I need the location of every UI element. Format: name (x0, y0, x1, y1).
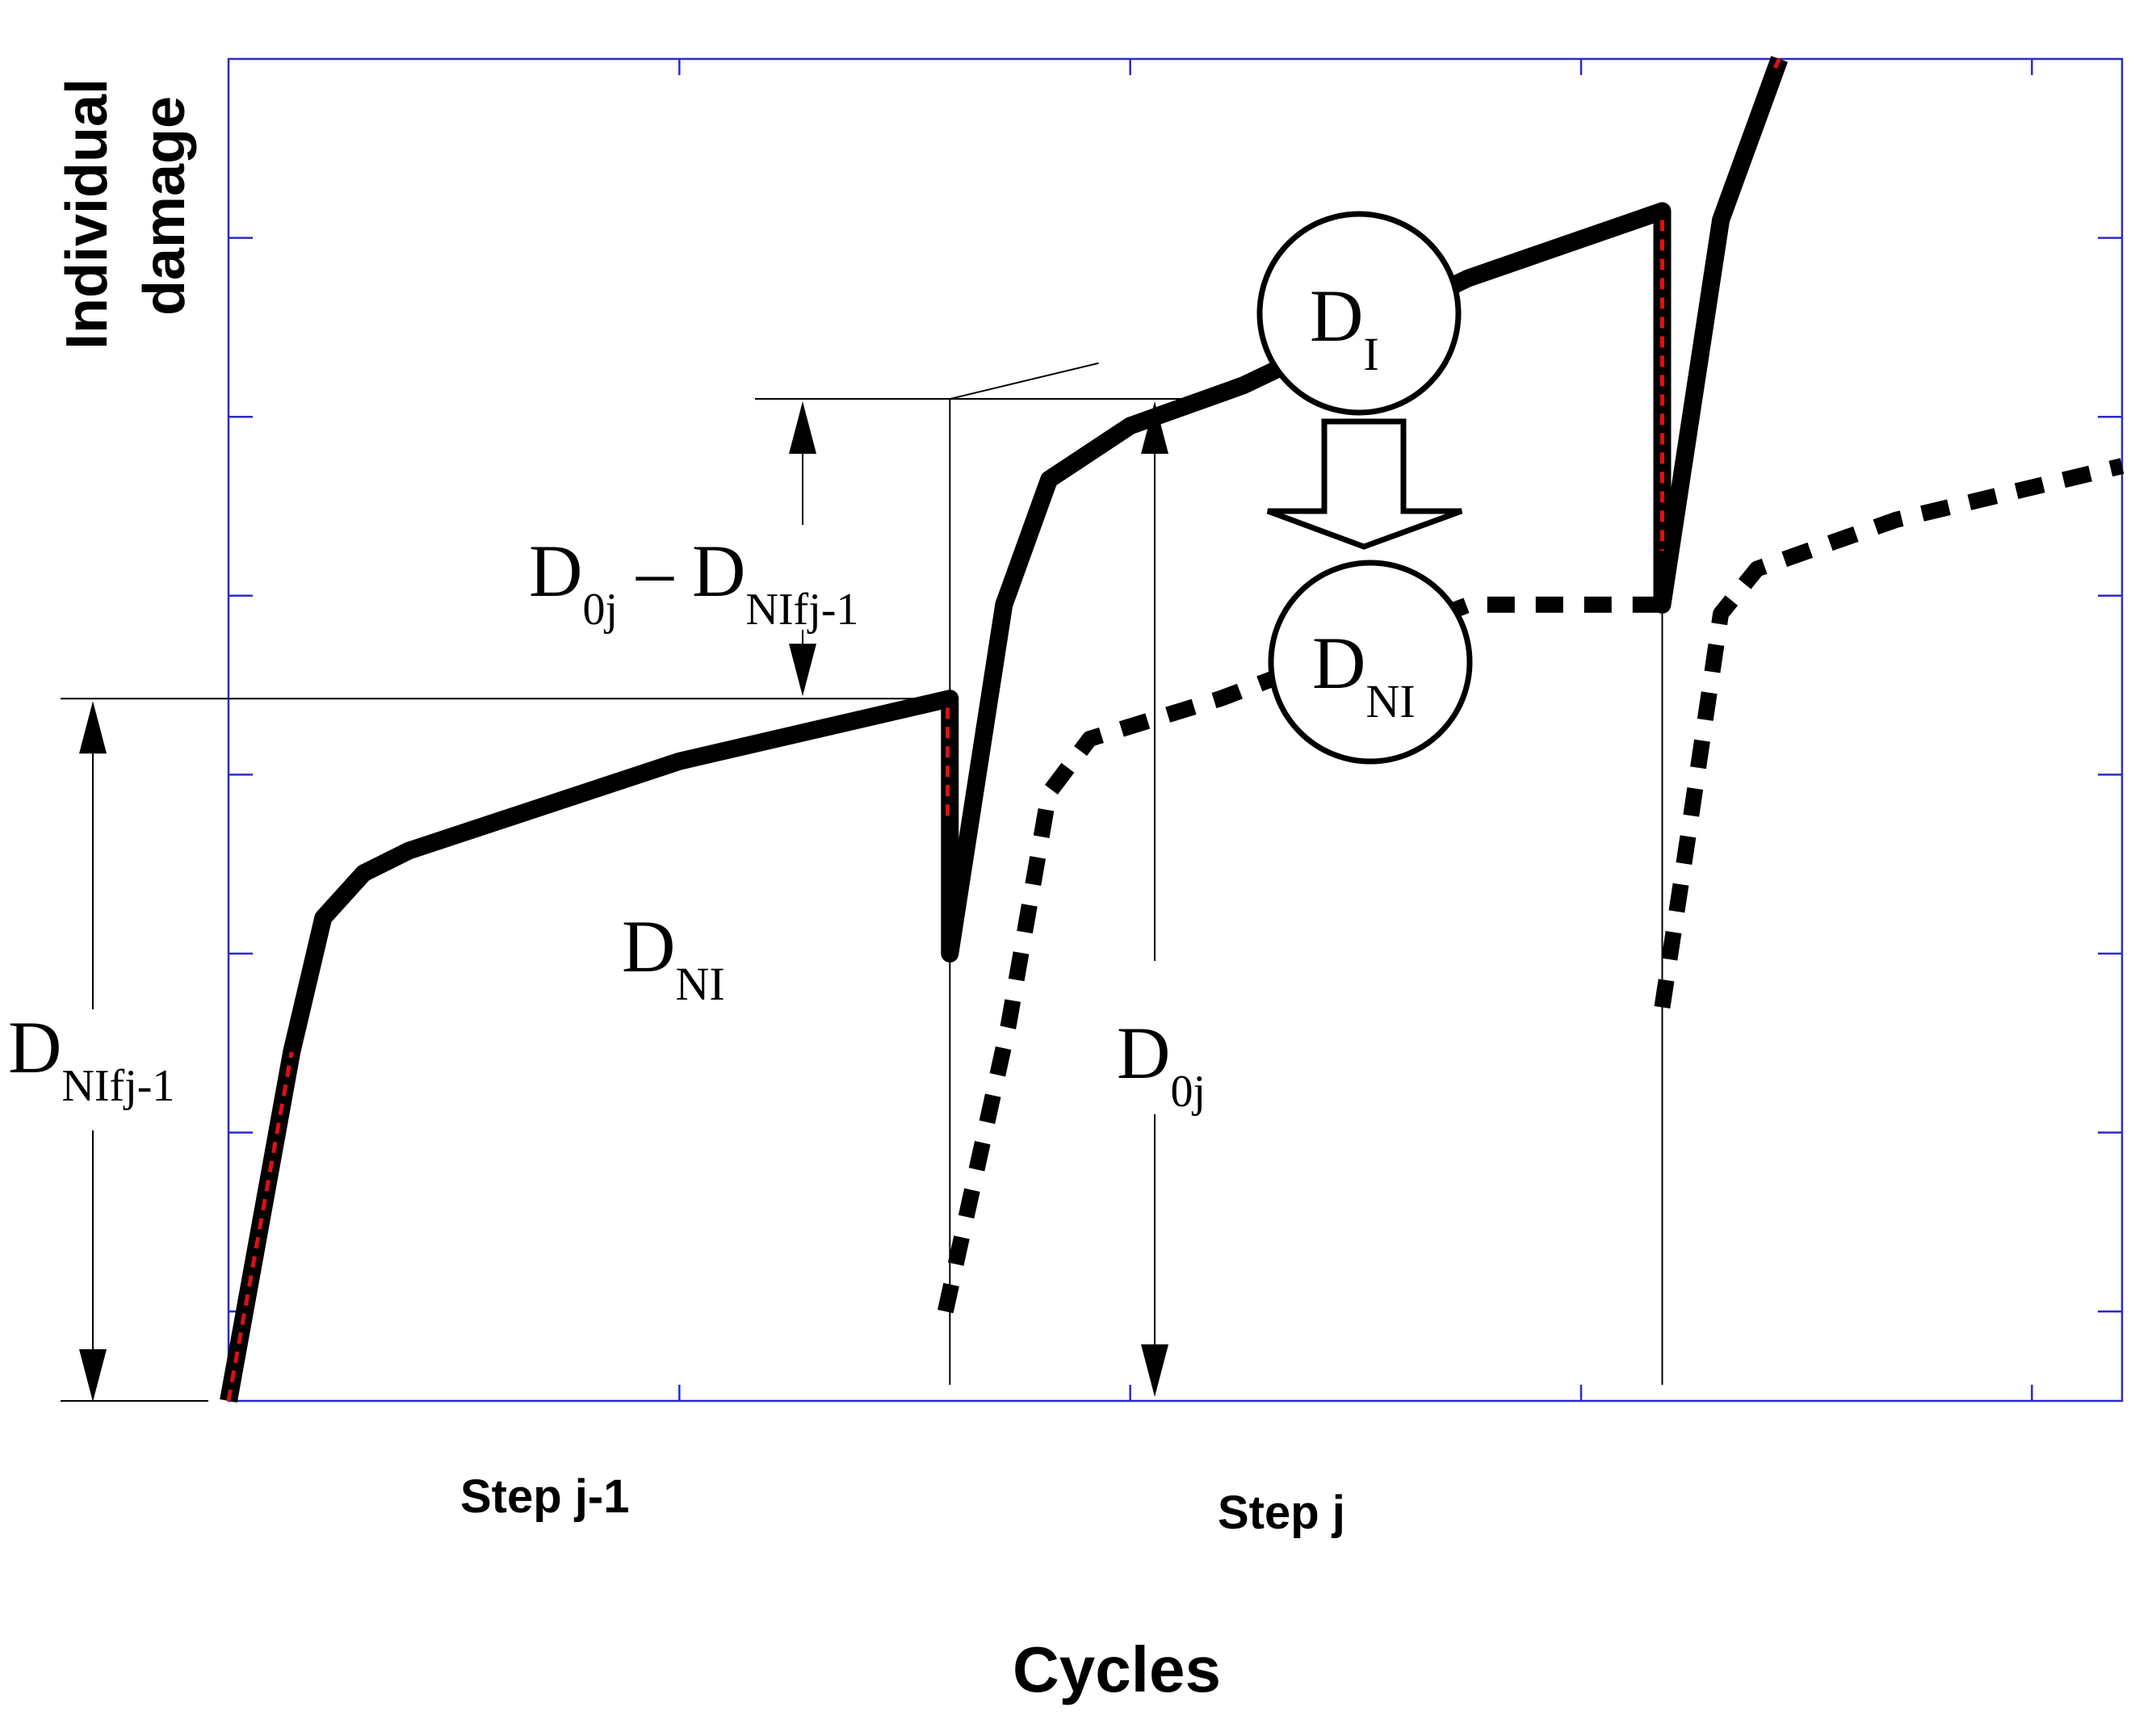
label-d0j-minus-sub1: 0j (582, 585, 618, 635)
label-dnifj-1: DNIfj-1 (8, 1006, 174, 1111)
label-d0j-sub: 0j (1170, 1067, 1206, 1117)
step-label-j-1: Step j-1 (460, 1470, 630, 1523)
circle-di-sub: I (1363, 328, 1378, 380)
arrow-dnifj-1-head-down (79, 1349, 107, 1402)
plot-frame (227, 57, 2124, 1403)
arrow-d0j (1141, 401, 1168, 1397)
arrow-d0j-minus-dnifj-1-head-up (789, 401, 816, 455)
arrow-dnifj-1-head-up (79, 701, 107, 754)
label-d0j-minus-sub2: NIfj-1 (745, 585, 858, 635)
series-1-solid (220, 56, 1789, 1403)
label-dni-main: D (622, 905, 675, 988)
label-dni-sub: NI (675, 958, 724, 1010)
label-d0j-minus-dnifj-1: D0j – DNIfj-1 (529, 530, 858, 635)
guide-tangent (950, 362, 1099, 400)
dimension-guides (32, 362, 1663, 1402)
circle-di: DI (1256, 211, 1462, 416)
circle-di-main: D (1310, 275, 1363, 357)
label-d0j: D0j (1117, 1012, 1206, 1117)
label-dnifj-1-main: D (8, 1006, 61, 1088)
label-d0j-minus-main2: D (692, 530, 745, 612)
step-label-j: Step j (1218, 1487, 1345, 1539)
overlay-mark-1 (226, 1051, 294, 1402)
series-3-dotted (1654, 458, 2125, 1008)
label-d0j-main: D (1117, 1012, 1170, 1094)
label-mask-d0j-minus (775, 525, 832, 630)
circle-dni-sub: NI (1365, 675, 1415, 728)
label-d0j-minus-main1: D (529, 530, 582, 612)
label-d0j-minus-op: – (618, 530, 692, 612)
arrow-d0j-minus-dnifj-1-head-down (789, 644, 816, 697)
x-axis-label: Cycles (1013, 1633, 1221, 1705)
label-dni: DNI (622, 905, 725, 1010)
arrow-d0j-head-down (1141, 1344, 1168, 1397)
series-layer (220, 56, 2125, 1403)
svg-text:DNI: DNI (1312, 622, 1416, 728)
y-axis-label: Individual damage (55, 62, 197, 350)
conversion-arrow-icon (1266, 418, 1463, 550)
axis-ticks (229, 59, 2122, 1401)
overlay-mark-4 (1772, 57, 1781, 69)
y-axis-label-line-2: damage (132, 96, 197, 316)
series-2-dotted (937, 596, 1663, 1314)
circle-dni-main: D (1312, 622, 1365, 704)
label-dnifj-1-sub: NIfj-1 (61, 1061, 174, 1111)
svg-text:DI: DI (1310, 275, 1379, 380)
label-mask-dnifj (32, 1009, 153, 1130)
circle-dni: DNI (1268, 560, 1473, 765)
arrow-d0j-head-up (1141, 401, 1168, 455)
y-axis-label-line-1: Individual (55, 78, 120, 350)
label-mask-d0j (1126, 961, 1183, 1114)
